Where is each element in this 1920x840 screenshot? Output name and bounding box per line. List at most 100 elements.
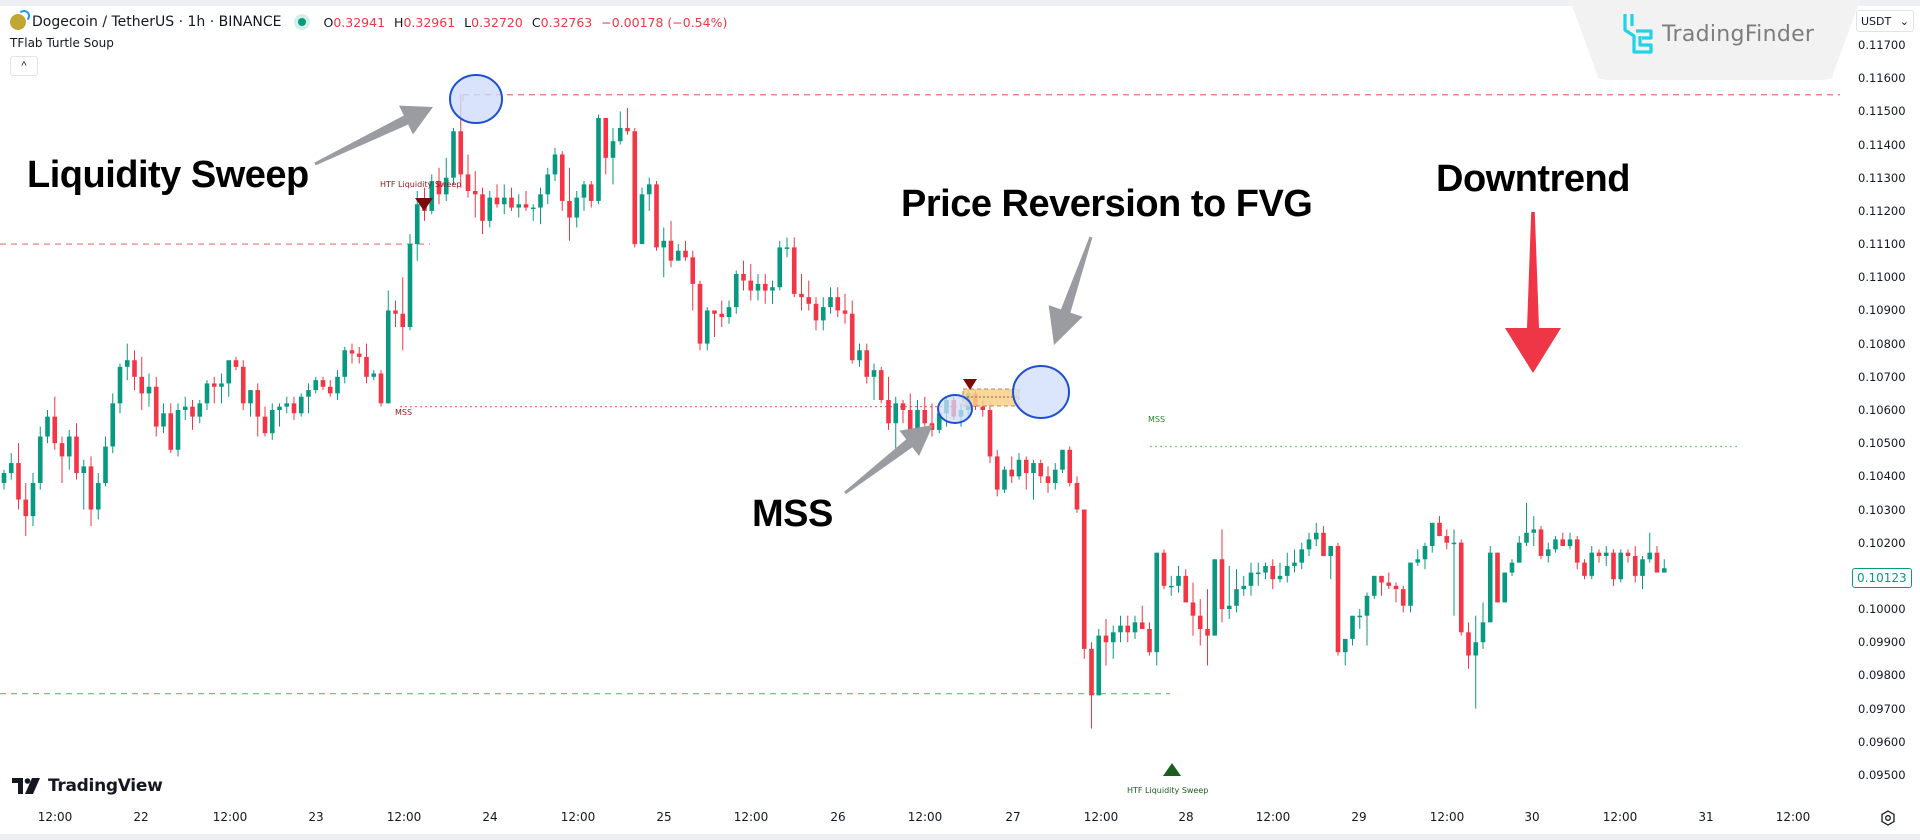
candle-body [1205,628,1210,636]
time-tick-label: 30 [1524,810,1540,824]
candle-body [980,406,986,410]
price-tick-label: 0.11400 [1858,137,1906,152]
candle-body [704,310,710,344]
candle-body [1023,459,1029,474]
low-value: 0.32720 [471,14,523,30]
candle-body [820,307,826,321]
candle-body [762,283,768,291]
candle-body [1045,476,1051,483]
candle-body [603,117,609,158]
price-tick-label: 0.11000 [1858,270,1906,285]
candle-body [799,293,804,298]
symbol-title[interactable]: Dogecoin / TetherUS · 1h · BINANCE [32,14,282,30]
candle-body [654,184,659,248]
candle-body [1292,562,1297,566]
brand-watermark-box [1570,0,1860,80]
candle-body [487,197,493,221]
candle-body [675,250,681,261]
candle-body [886,400,891,424]
price-tick-label: 0.10700 [1858,369,1906,384]
sell-marker-triangle-icon [415,198,433,211]
time-tick-label: 29 [1351,810,1367,824]
ohlc-values: O0.32941 H0.32961 L0.32720 C0.32763 −0.0… [324,15,728,30]
candle-body [1321,532,1326,556]
candle-body [45,416,50,437]
candle-body [1589,552,1595,576]
candle-body [1422,546,1428,560]
candle-body [269,409,275,434]
candle-body [661,240,667,248]
candle-body [1661,568,1667,573]
settings-icon[interactable] [1880,810,1896,826]
candle-body [741,273,746,281]
candle-body [306,390,311,397]
price-tick-label: 0.10600 [1858,402,1906,417]
sell-marker-triangle-icon [963,379,977,390]
time-tick-label: 22 [133,810,149,824]
candle-body [211,383,217,387]
candle-body [777,247,783,288]
candle-body [1654,552,1660,573]
price-tick-label: 0.11100 [1858,237,1906,252]
candle-body [132,360,137,377]
collapse-legend-button[interactable]: ^ [10,56,38,76]
candle-body [719,313,725,318]
close-key: C [531,14,541,30]
candle-body [124,360,130,367]
candle-body [1096,635,1102,696]
candle-body [1313,532,1319,540]
candle-body [480,194,485,221]
candle-body [1350,615,1355,639]
mss-label-bearish: MSS [395,408,413,417]
candle-body [1393,585,1399,590]
candle-body [1306,539,1312,550]
time-tick-label: 12:00 [1083,810,1119,824]
candle-body [545,174,551,195]
symbol-legend: Dogecoin / TetherUS · 1h · BINANCE O0.32… [10,10,728,32]
candle-body [385,310,391,404]
time-tick-label: 12:00 [907,810,943,824]
candle-body [240,366,246,404]
candle-body [161,413,166,427]
candle-body [1502,572,1508,603]
price-tick-label: 0.09500 [1858,767,1906,782]
candle-body [1560,539,1566,547]
candle-body [987,409,993,457]
currency-select[interactable]: USDT ⌄ [1856,10,1914,32]
candle-body [59,443,65,457]
candle-body [197,403,203,417]
candle-body [327,386,333,394]
candle-body [1154,552,1160,653]
candle-body [1342,638,1348,653]
time-tick-label: 12:00 [37,810,73,824]
candle-body [1176,575,1181,586]
candlestick-chart[interactable] [0,0,1848,800]
htf-liquidity-sweep-label-bottom: HTF Liquidity Sweep [1127,786,1209,795]
candle-body [1161,552,1167,586]
candle-body [1487,552,1493,623]
mss-label-bullish: MSS [1148,415,1166,424]
candle-body [1545,549,1551,556]
candle-body [1429,522,1435,547]
candle-body [139,376,145,394]
price-tick-label: 0.11500 [1858,104,1906,119]
candle-body [1437,522,1442,537]
candle-body [842,310,848,314]
candle-body [1219,559,1225,610]
candle-body [501,197,507,205]
candle-body [610,141,616,158]
candle-body [1611,552,1616,580]
price-tick-label: 0.11600 [1858,71,1906,86]
indicator-name[interactable]: TFlab Turtle Soup [10,36,114,50]
candle-body [1379,575,1384,583]
time-tick-label: 27 [1005,810,1021,824]
downtrend-arrow-icon [1505,212,1561,373]
price-tick-label: 0.09600 [1858,734,1906,749]
annotation-liquidity-sweep: Liquidity Sweep [27,154,309,196]
tradingview-logo[interactable]: TradingView [12,776,163,796]
candle-body [1,473,7,483]
candle-body [726,307,732,318]
candle-body [436,181,442,195]
candle-body [1110,632,1116,643]
price-tick-label: 0.10900 [1858,303,1906,318]
